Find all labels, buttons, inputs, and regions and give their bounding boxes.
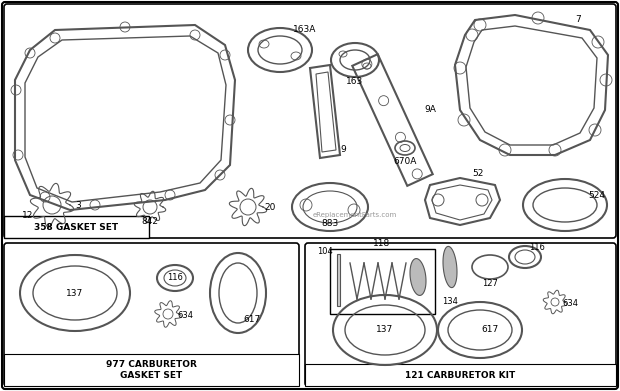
Bar — [330, 249, 435, 314]
Text: 163: 163 — [347, 77, 363, 86]
Text: 524: 524 — [588, 190, 606, 199]
Text: 7: 7 — [575, 16, 581, 25]
Text: 3: 3 — [75, 201, 81, 210]
Text: 104: 104 — [317, 248, 333, 256]
Text: 163A: 163A — [293, 25, 317, 34]
FancyBboxPatch shape — [4, 243, 299, 386]
Text: 12: 12 — [22, 210, 33, 219]
Text: 670A: 670A — [393, 158, 417, 167]
Text: 127: 127 — [482, 278, 498, 287]
Text: 118: 118 — [373, 240, 391, 249]
Text: 116: 116 — [167, 273, 183, 283]
Text: 358 GASKET SET: 358 GASKET SET — [34, 222, 118, 231]
Text: 634: 634 — [562, 300, 578, 308]
Text: 9: 9 — [340, 145, 346, 154]
Polygon shape — [410, 258, 426, 296]
Bar — [4, 354, 299, 386]
Text: 20: 20 — [264, 203, 276, 212]
Text: 121 CARBURETOR KIT: 121 CARBURETOR KIT — [405, 371, 515, 380]
Polygon shape — [443, 246, 457, 288]
Text: 137: 137 — [66, 289, 84, 298]
Text: 9A: 9A — [424, 106, 436, 115]
FancyBboxPatch shape — [4, 4, 616, 238]
Bar — [4, 216, 149, 238]
Text: eReplacementParts.com: eReplacementParts.com — [313, 212, 397, 218]
Text: 137: 137 — [376, 325, 394, 334]
Text: 842: 842 — [141, 217, 159, 226]
FancyBboxPatch shape — [305, 243, 616, 386]
Text: 134: 134 — [442, 296, 458, 305]
Text: 977 CARBURETOR
GASKET SET: 977 CARBURETOR GASKET SET — [105, 360, 197, 380]
Text: 883: 883 — [321, 219, 339, 228]
Polygon shape — [337, 254, 340, 306]
Text: 52: 52 — [472, 170, 484, 179]
Text: 634: 634 — [177, 312, 193, 321]
Text: 116: 116 — [529, 244, 545, 253]
Bar — [305, 364, 616, 386]
Text: 617: 617 — [481, 325, 498, 334]
Text: 617: 617 — [244, 316, 260, 325]
